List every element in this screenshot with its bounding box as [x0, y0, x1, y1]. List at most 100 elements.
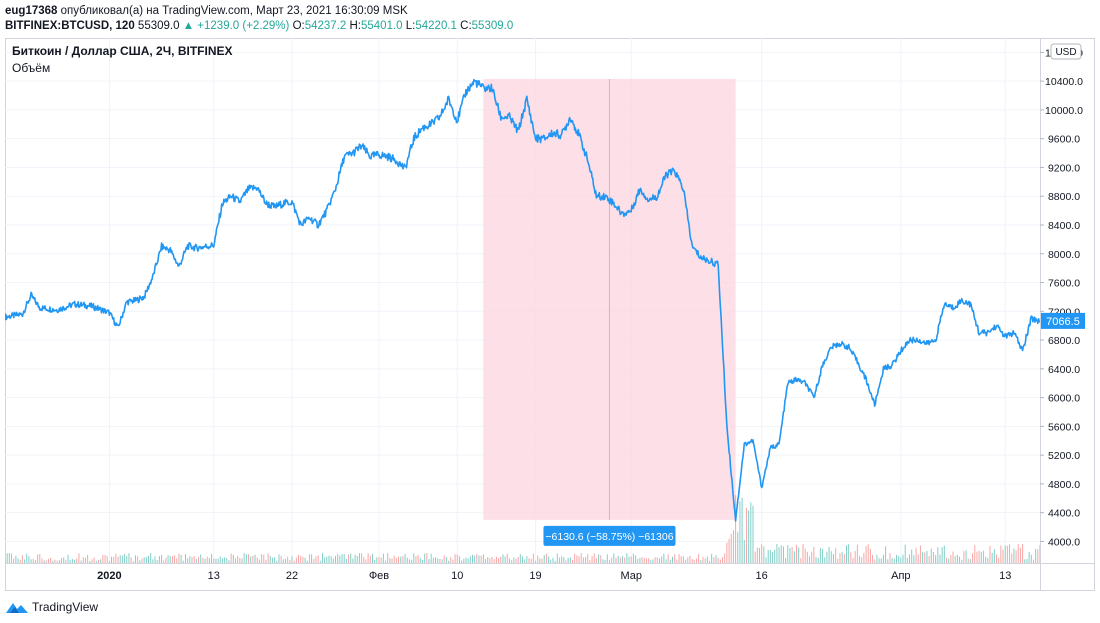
volume-bar — [909, 554, 911, 563]
price-axis-tick-label: 6800.0 — [1048, 335, 1080, 347]
time-axis[interactable]: 2020 13 22 Фев 10 19 Мар 16 Апр 13 — [97, 570, 1011, 582]
time-axis-tick-label: Фев — [369, 570, 389, 582]
volume-bar — [654, 557, 656, 563]
volume-bar — [632, 553, 634, 563]
volume-bar — [863, 552, 865, 563]
volume-bar — [61, 557, 63, 563]
chart-frame[interactable]: −6130.6 (−58.75%) −61306 4000.0 4400.0 480… — [4, 38, 1095, 591]
volume-bar — [32, 558, 34, 563]
volume-bar — [837, 558, 839, 563]
volume-bar — [415, 556, 417, 563]
volume-bar — [102, 554, 104, 563]
volume-bar — [441, 559, 443, 563]
volume-bar — [941, 547, 943, 563]
volume-bar — [713, 557, 715, 563]
volume-bar — [563, 557, 565, 563]
volume-bar — [393, 555, 395, 563]
volume-bar — [11, 553, 13, 563]
volume-bar — [41, 558, 43, 563]
volume-bar — [1000, 545, 1002, 563]
volume-bar — [635, 555, 637, 563]
volume-bar — [806, 551, 808, 563]
volume-bar — [115, 553, 117, 563]
volume-bar — [926, 550, 928, 563]
tradingview-brand-label[interactable]: TradingView — [32, 600, 99, 614]
tradingview-logo-icon[interactable] — [6, 600, 28, 614]
volume-bar — [1004, 545, 1006, 563]
volume-bar — [652, 559, 654, 563]
volume-bar — [989, 545, 991, 563]
volume-bar — [813, 547, 815, 563]
volume-bar — [869, 548, 871, 563]
volume-bar — [928, 555, 930, 563]
volume-bar — [248, 554, 250, 563]
price-chart[interactable]: −6130.6 (−58.75%) −61306 4000.0 4400.0 480… — [4, 38, 1095, 591]
volume-bar — [1022, 544, 1024, 563]
volume-bar — [337, 553, 339, 563]
volume-bar — [567, 557, 569, 563]
volume-bar — [124, 554, 126, 563]
volume-bar — [424, 553, 426, 563]
volume-bar — [474, 555, 476, 563]
price-axis-tick-label: 10000.0 — [1045, 105, 1083, 117]
volume-bar — [1011, 553, 1013, 563]
volume-bar — [467, 558, 469, 563]
volume-bar — [854, 551, 856, 563]
volume-bar — [298, 554, 300, 563]
volume-bar — [1013, 548, 1015, 563]
volume-bar — [1009, 544, 1011, 563]
volume-bar — [839, 553, 841, 563]
volume-bar — [211, 553, 213, 563]
volume-bar — [154, 556, 156, 563]
volume-bar — [895, 554, 897, 563]
volume-bar — [180, 554, 182, 563]
volume-bar — [374, 560, 376, 563]
volume-bar — [469, 556, 471, 563]
volume-bar — [961, 559, 963, 563]
volume-bar — [241, 558, 243, 563]
volume-bar — [622, 556, 624, 563]
volume-bar — [93, 557, 95, 563]
volume-bar — [978, 550, 980, 563]
volume-bar — [413, 553, 415, 563]
volume-bar — [65, 559, 67, 563]
volume-bar — [471, 554, 473, 563]
volume-bar — [832, 554, 834, 563]
volume-bar — [624, 557, 626, 563]
volume-bar — [506, 553, 508, 563]
volume-bar — [237, 555, 239, 563]
volume-bar — [500, 556, 502, 563]
volume-bar — [284, 559, 286, 563]
author-name[interactable]: eug17368 — [5, 5, 58, 17]
volume-bar — [21, 555, 23, 563]
volume-bar — [80, 560, 82, 563]
volume-bar — [589, 560, 591, 563]
volume-bar — [137, 556, 139, 563]
change-arrow-icon: ▲ — [182, 20, 195, 32]
volume-bar — [767, 549, 769, 563]
volume-bar — [256, 557, 258, 563]
low-label: L: — [405, 20, 416, 32]
volume-bar — [378, 556, 380, 563]
volume-bar — [648, 558, 650, 563]
volume-bar — [963, 551, 965, 563]
volume-bar — [728, 538, 730, 563]
volume-bar — [689, 555, 691, 563]
volume-bar — [922, 552, 924, 563]
currency-button[interactable] — [1050, 43, 1082, 60]
volume-bar — [128, 553, 130, 563]
volume-bar — [878, 558, 880, 563]
volume-bar — [841, 551, 843, 563]
volume-bar — [97, 559, 99, 563]
volume-bar — [208, 558, 210, 563]
volume-bar — [924, 552, 926, 563]
volume-bar — [71, 558, 73, 563]
volume-bar — [765, 557, 767, 563]
volume-bar — [885, 546, 887, 563]
volume-bar — [1015, 550, 1017, 563]
measure-tool[interactable]: −6130.6 (−58.75%) −61306 — [483, 78, 736, 546]
volume-bar — [537, 555, 539, 563]
volume-bar — [1035, 548, 1037, 563]
volume-bar — [754, 551, 756, 563]
volume-bar — [498, 558, 500, 563]
